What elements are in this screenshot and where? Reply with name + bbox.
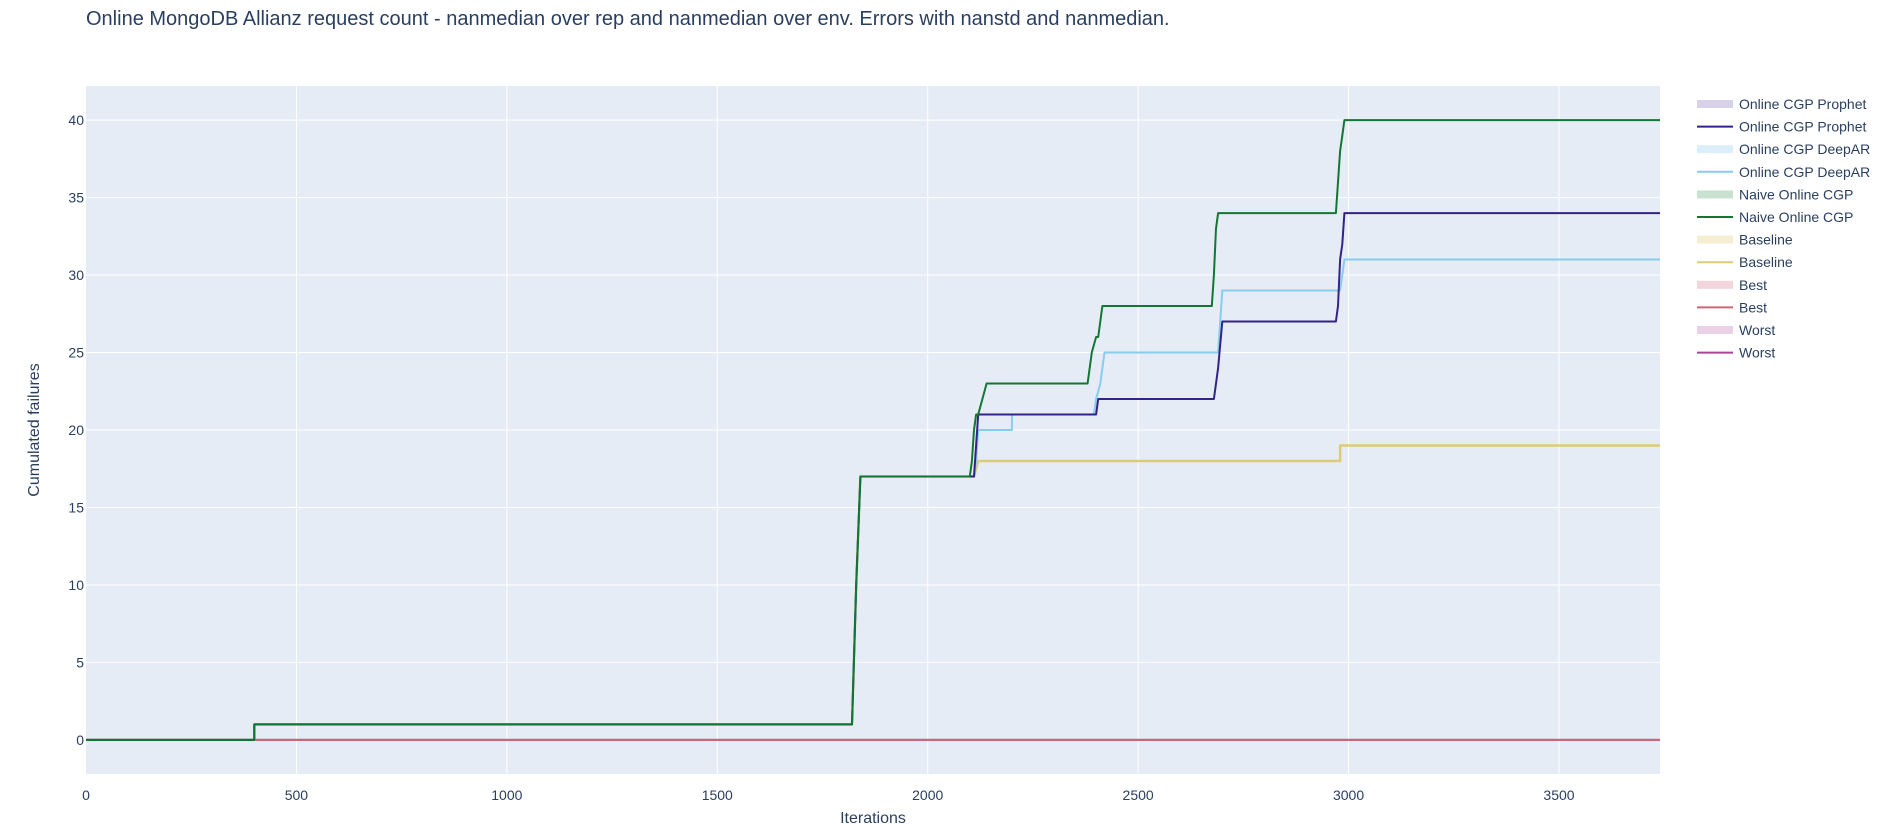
legend-label: Baseline bbox=[1739, 254, 1793, 270]
legend-label: Online CGP Prophet bbox=[1739, 96, 1866, 112]
legend-label: Best bbox=[1739, 299, 1767, 315]
x-tick-labels: 0 500 1000 1500 2000 2500 3000 3500 bbox=[82, 787, 1575, 803]
legend-label: Online CGP DeepAR bbox=[1739, 141, 1870, 157]
x-tick-label: 0 bbox=[82, 787, 90, 803]
legend-item[interactable]: Naive Online CGP bbox=[1697, 209, 1853, 225]
legend-label: Worst bbox=[1739, 322, 1775, 338]
x-tick-label: 2000 bbox=[912, 787, 943, 803]
legend-swatch-band bbox=[1697, 326, 1733, 334]
legend-item[interactable]: Best bbox=[1697, 277, 1767, 293]
series-lines bbox=[86, 119, 1660, 742]
y-tick-label: 5 bbox=[76, 654, 84, 670]
legend-item[interactable]: Online CGP DeepAR bbox=[1697, 141, 1870, 157]
x-tick-label: 3000 bbox=[1333, 787, 1364, 803]
legend-swatch-band bbox=[1697, 235, 1733, 244]
y-tick-label: 20 bbox=[68, 422, 84, 438]
legend-label: Online CGP DeepAR bbox=[1739, 164, 1870, 180]
legend-label: Naive Online CGP bbox=[1739, 209, 1853, 225]
legend-label: Baseline bbox=[1739, 232, 1793, 248]
legend-label: Best bbox=[1739, 277, 1767, 293]
legend-swatch-band bbox=[1697, 190, 1733, 199]
legend-swatch-band bbox=[1697, 145, 1733, 154]
y-tick-label: 40 bbox=[68, 112, 84, 128]
x-axis-title: Iterations bbox=[840, 810, 906, 824]
legend-label: Online CGP Prophet bbox=[1739, 119, 1866, 135]
legend-swatch-band bbox=[1697, 280, 1733, 289]
legend-item[interactable]: Worst bbox=[1697, 322, 1775, 338]
y-tick-label: 15 bbox=[68, 499, 84, 515]
x-tick-label: 1500 bbox=[702, 787, 733, 803]
x-tick-label: 1000 bbox=[491, 787, 522, 803]
y-tick-label: 0 bbox=[76, 732, 84, 748]
legend-item[interactable]: Online CGP Prophet bbox=[1697, 119, 1866, 135]
legend-item[interactable]: Best bbox=[1697, 299, 1767, 315]
y-tick-label: 35 bbox=[68, 190, 84, 206]
y-axis-title: Cumulated failures bbox=[26, 363, 43, 496]
legend-item[interactable]: Naive Online CGP bbox=[1697, 186, 1853, 202]
y-tick-labels: 0 5 10 15 20 25 30 35 40 bbox=[68, 112, 84, 748]
y-tick-label: 10 bbox=[68, 577, 84, 593]
legend-label: Worst bbox=[1739, 345, 1775, 361]
legend-item[interactable]: Baseline bbox=[1697, 232, 1793, 248]
legend[interactable]: Online CGP Prophet Online CGP Prophet Onli… bbox=[1697, 96, 1870, 361]
legend-item[interactable]: Worst bbox=[1697, 345, 1775, 361]
x-tick-label: 500 bbox=[285, 787, 309, 803]
legend-label: Naive Online CGP bbox=[1739, 186, 1853, 202]
legend-item[interactable]: Online CGP DeepAR bbox=[1697, 164, 1870, 180]
chart-title: Online MongoDB Allianz request count - n… bbox=[86, 8, 1170, 30]
y-tick-label: 30 bbox=[68, 267, 84, 283]
legend-item[interactable]: Baseline bbox=[1697, 254, 1793, 270]
series-line-naive-online-cgp[interactable] bbox=[86, 119, 1660, 741]
x-tick-label: 3500 bbox=[1543, 787, 1574, 803]
legend-item[interactable]: Online CGP Prophet bbox=[1697, 96, 1866, 112]
x-tick-label: 2500 bbox=[1123, 787, 1154, 803]
y-tick-label: 25 bbox=[68, 345, 84, 361]
legend-swatch-band bbox=[1697, 100, 1733, 108]
